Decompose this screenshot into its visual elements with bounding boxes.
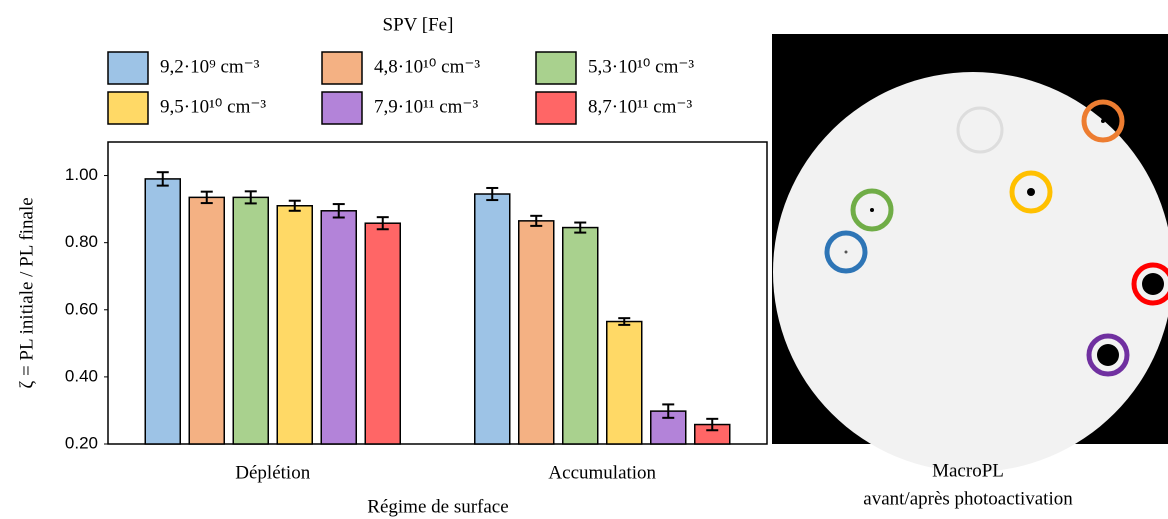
spot — [1142, 273, 1164, 295]
y-tick-label: 0.60 — [65, 299, 98, 318]
error-bar — [486, 186, 499, 202]
bar — [188, 196, 225, 445]
x-tick-label: Déplétion — [235, 462, 310, 483]
marker-ring — [1131, 262, 1168, 306]
x-tick-label: Accumulation — [548, 462, 656, 483]
marker-ring — [1081, 99, 1125, 143]
bar — [518, 220, 555, 445]
bar — [320, 210, 357, 445]
error-bar — [530, 214, 543, 227]
legend-label: 7,9·10¹¹ cm⁻³ — [374, 96, 478, 117]
error-bar — [706, 417, 719, 432]
marker-ring — [1086, 333, 1130, 377]
error-bar — [618, 317, 631, 326]
error-bar — [574, 221, 587, 234]
spot — [1101, 119, 1105, 123]
x-axis-label: Régime de surface — [367, 496, 508, 517]
legend-label: 9,2·10⁹ cm⁻³ — [160, 56, 260, 77]
bar — [364, 222, 401, 445]
bar — [562, 226, 599, 445]
legend-swatch — [107, 91, 149, 125]
legend-swatch — [321, 91, 363, 125]
marker-ring — [850, 188, 894, 232]
spot — [1027, 188, 1035, 196]
error-bar — [332, 203, 345, 219]
spot — [1097, 344, 1119, 366]
legend-label: 4,8·10¹⁰ cm⁻³ — [374, 56, 480, 77]
legend-label: 9,5·10¹⁰ cm⁻³ — [160, 96, 266, 117]
legend-label: 8,7·10¹¹ cm⁻³ — [588, 96, 692, 117]
wafer-artifact — [956, 106, 1004, 154]
y-tick-label: 0.20 — [65, 433, 98, 452]
bar — [276, 205, 313, 445]
error-bar — [288, 199, 301, 212]
legend-swatch — [535, 91, 577, 125]
error-bar — [156, 171, 169, 187]
wafer — [773, 72, 1168, 472]
bar — [144, 178, 181, 445]
y-tick-label: 0.40 — [65, 366, 98, 385]
legend-swatch — [535, 51, 577, 85]
y-tick-label: 0.80 — [65, 232, 98, 251]
photo-caption: avant/après photoactivation — [863, 488, 1073, 509]
y-axis-label: ζ = PL initiale / PL finale — [16, 197, 37, 388]
marker-ring — [824, 230, 868, 274]
error-bar — [376, 216, 389, 231]
y-tick-label: 1.00 — [65, 165, 98, 184]
plot-frame — [107, 141, 768, 445]
photo — [772, 34, 1168, 472]
legend-swatch — [107, 51, 149, 85]
legend-swatch — [321, 51, 363, 85]
error-bar — [200, 190, 213, 205]
photo-caption: MacroPL — [932, 460, 1004, 481]
bar — [232, 196, 269, 445]
legend-title: SPV [Fe] — [383, 14, 454, 35]
marker-ring — [1009, 170, 1053, 214]
error-bar — [662, 403, 675, 419]
bar — [606, 320, 643, 445]
spot — [844, 250, 848, 254]
bar — [474, 193, 511, 445]
legend-label: 5,3·10¹⁰ cm⁻³ — [588, 56, 694, 77]
error-bar — [244, 190, 257, 205]
spot — [870, 208, 874, 212]
